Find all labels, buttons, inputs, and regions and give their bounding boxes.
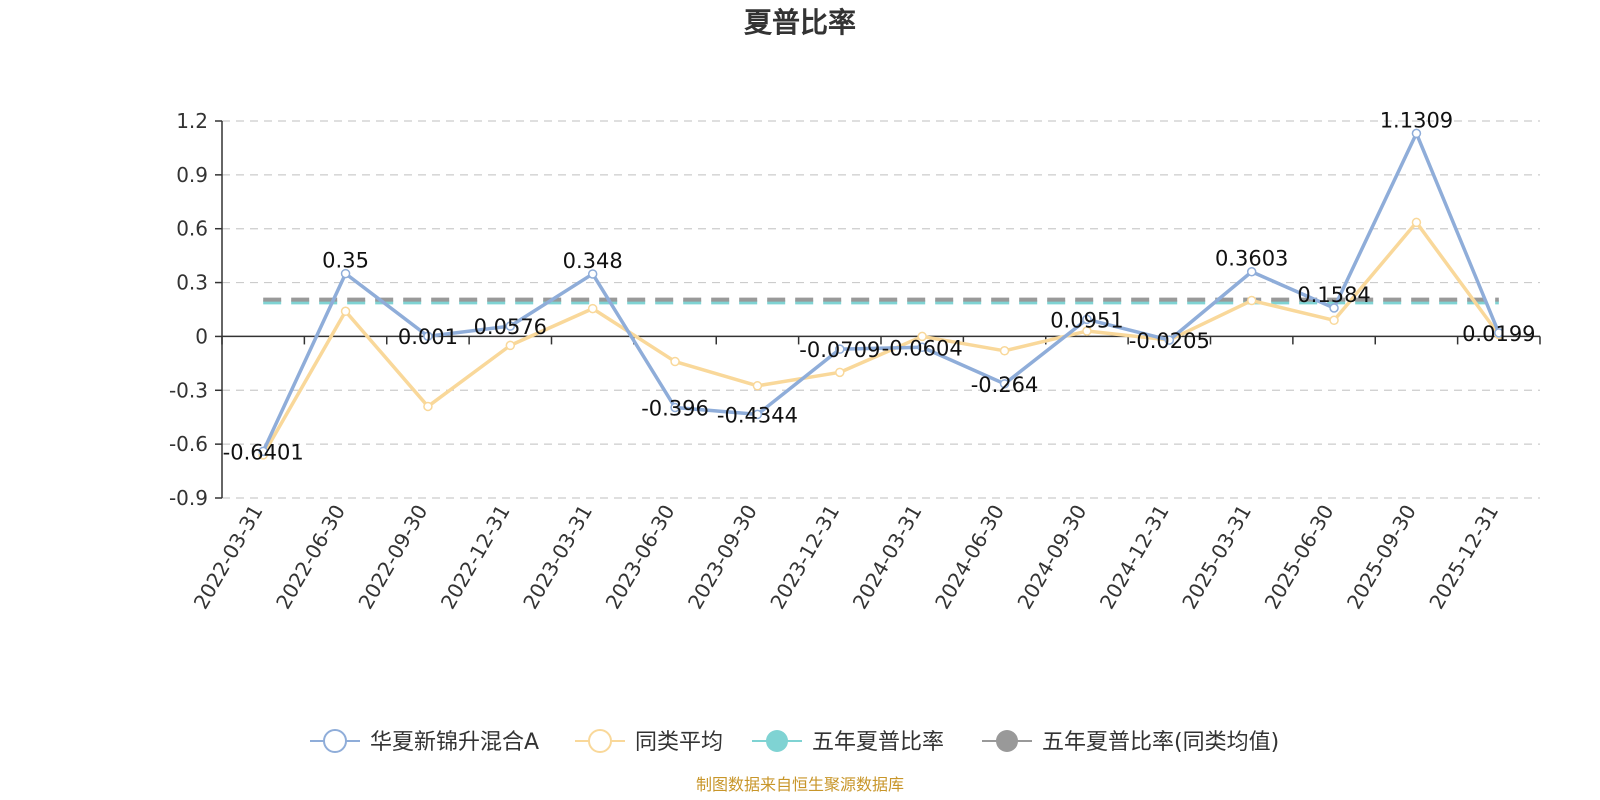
- series-point-0: [917, 342, 927, 353]
- grid-lines: [222, 120, 1540, 499]
- x-tick-label: 2024-09-30: [1012, 501, 1091, 614]
- series-point-0: [340, 268, 351, 279]
- x-tick-label: 2022-12-31: [436, 501, 515, 614]
- x-tick-label: 2023-06-30: [600, 501, 679, 614]
- legend-label: 同类平均: [635, 730, 723, 755]
- series-point-0: [999, 379, 1010, 389]
- legend-marker: [323, 729, 347, 753]
- x-tick-label: 2023-12-31: [765, 501, 844, 614]
- series-point-0: [505, 321, 516, 331]
- series-point-1: [1329, 315, 1339, 326]
- data-label: 0.348: [563, 249, 623, 273]
- x-axis: 2022-03-31 2022-06-30 2022-09-30 2022-12-31…: [189, 335, 1541, 614]
- data-label: -0.264: [971, 373, 1039, 397]
- data-label: 0.001: [398, 325, 458, 349]
- legend-label: 五年夏普比率(同类均值): [1042, 730, 1279, 755]
- series-point-0: [258, 446, 268, 457]
- data-label: -0.4344: [717, 403, 798, 427]
- series-point-0: [1494, 328, 1504, 338]
- chart-title: 夏普比率: [744, 6, 856, 39]
- legend-marker: [588, 729, 612, 753]
- data-label: 0.1584: [1297, 283, 1370, 307]
- data-label: -0.0604: [882, 336, 963, 360]
- data-label: 0.0576: [474, 315, 547, 339]
- y-tick-label: 0.9: [176, 163, 208, 187]
- data-label: -0.0205: [1129, 329, 1210, 353]
- series-point-0: [423, 331, 433, 341]
- series-point-0: [1246, 266, 1257, 277]
- y-tick-label: 1.2: [176, 109, 208, 133]
- series-point-1: [587, 303, 598, 314]
- y-tick-label: 0.6: [176, 217, 208, 241]
- series-point-1: [423, 401, 433, 412]
- data-label: 0.3603: [1215, 247, 1288, 271]
- series-point-0: [1164, 335, 1175, 345]
- legend-label: 华夏新锦升混合A: [370, 730, 539, 755]
- x-tick-label: 2025-03-31: [1177, 501, 1256, 614]
- y-tick-label: 0.3: [176, 271, 208, 295]
- series-point-0: [752, 409, 763, 420]
- data-label: 0.0199: [1462, 322, 1535, 346]
- data-label: 1.1309: [1380, 108, 1453, 132]
- source-note: 制图数据来自恒生聚源数据库: [696, 775, 904, 794]
- y-tick-label: -0.3: [169, 378, 208, 402]
- series-point-1: [999, 346, 1010, 356]
- x-tick-label: 2022-03-31: [189, 501, 268, 614]
- data-label: -0.0709: [799, 338, 880, 362]
- x-tick-label: 2025-09-30: [1342, 501, 1421, 614]
- x-tick-label: 2025-06-30: [1259, 501, 1338, 614]
- series-point-1: [752, 381, 763, 391]
- y-axis: 1.2 0.9 0.6 0.3 0 -0.3 -0.6 -0.9: [169, 109, 223, 510]
- series-layer: [258, 128, 1504, 460]
- series-point-0: [587, 269, 598, 279]
- series-point-1: [670, 356, 680, 367]
- legend-marker: [766, 730, 788, 752]
- series-point-1: [835, 367, 845, 378]
- series-point-0: [1411, 128, 1422, 139]
- series-line-0: [261, 131, 1501, 453]
- series-line-1: [261, 220, 1501, 456]
- x-tick-label: 2023-09-30: [683, 501, 762, 614]
- data-label: -0.396: [641, 397, 709, 421]
- series-point-1: [1082, 326, 1092, 336]
- data-label: 0.35: [322, 249, 369, 273]
- x-tick-label: 2024-03-31: [848, 501, 927, 614]
- x-tick-label: 2023-03-31: [518, 501, 597, 614]
- series-point-0: [1329, 303, 1339, 313]
- y-tick-label: -0.6: [169, 432, 208, 456]
- y-tick-label: 0: [195, 324, 208, 348]
- x-tick-label: 2022-06-30: [271, 501, 350, 614]
- series-point-1: [340, 306, 351, 317]
- series-point-0: [670, 402, 680, 413]
- series-point-0: [1082, 314, 1092, 325]
- legend-label: 五年夏普比率: [812, 730, 944, 755]
- y-tick-label: -0.9: [169, 486, 208, 510]
- series-point-1: [1411, 217, 1422, 228]
- x-tick-label: 2025-12-31: [1424, 501, 1503, 614]
- series-point-1: [917, 331, 927, 342]
- legend-marker: [996, 730, 1018, 752]
- legend[interactable]: 华夏新锦升混合A 同类平均 五年夏普比率 五年夏普比率(同类均值): [310, 729, 1279, 755]
- x-tick-label: 2022-09-30: [353, 501, 432, 614]
- x-tick-label: 2024-06-30: [930, 501, 1009, 614]
- data-labels: -0.6401 0.35 0.001 0.0576 0.348 -0.396 -0.4344…: [223, 108, 1536, 464]
- series-point-0: [835, 344, 845, 354]
- x-tick-label: 2024-12-31: [1095, 501, 1174, 614]
- data-label: -0.6401: [223, 440, 304, 464]
- series-point-1: [505, 340, 516, 351]
- data-label: 0.0951: [1050, 308, 1123, 332]
- series-point-1: [1246, 295, 1257, 306]
